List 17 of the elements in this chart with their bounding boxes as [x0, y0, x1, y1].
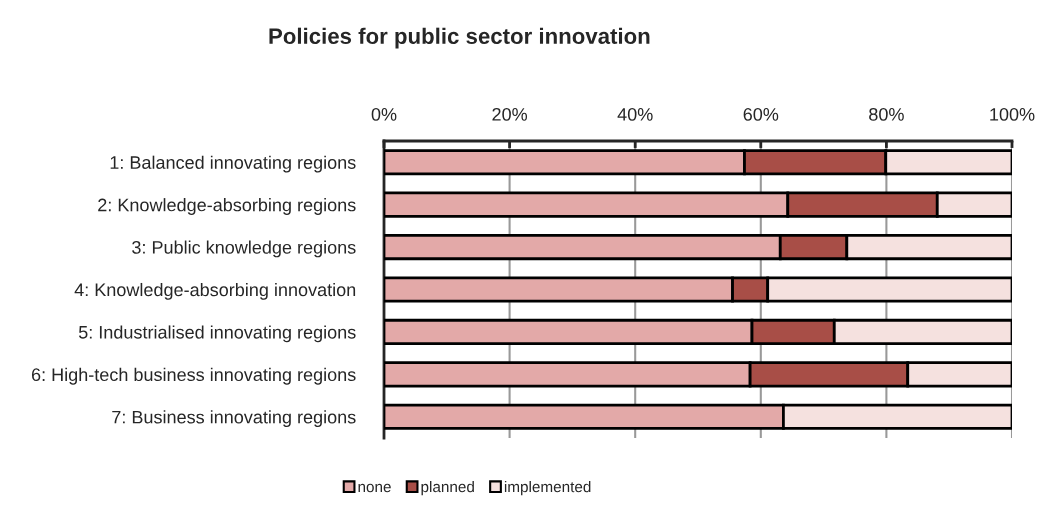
y-tick-label: 1: Balanced innovating regions — [110, 155, 356, 173]
x-tick-label: 20% — [492, 107, 528, 121]
y-tick-label: 7: Business innovating regions — [112, 410, 356, 428]
x-tick-label: 60% — [743, 107, 779, 121]
y-tick-label: 4: Knowledge-absorbing innovation — [74, 282, 356, 300]
x-tick-label: 40% — [617, 107, 653, 121]
y-tick-label: 2: Knowledge-absorbing regions — [98, 198, 356, 215]
x-tick-label: 80% — [869, 107, 904, 121]
y-tick-label: 3: Public knowledge regions — [132, 240, 356, 258]
legend-label: none — [358, 483, 391, 493]
x-tick-label: 100% — [990, 107, 1035, 121]
y-tick-label: 5: Industrialised innovating regions — [78, 325, 356, 343]
x-tick-label: 0% — [371, 107, 397, 121]
legend-label: planned — [421, 481, 474, 496]
y-tick-label: 6: High-tech business innovating regions — [31, 367, 356, 385]
legend-label: implemented — [504, 481, 591, 496]
chart-title: Policies for public sector innovation — [269, 27, 650, 49]
